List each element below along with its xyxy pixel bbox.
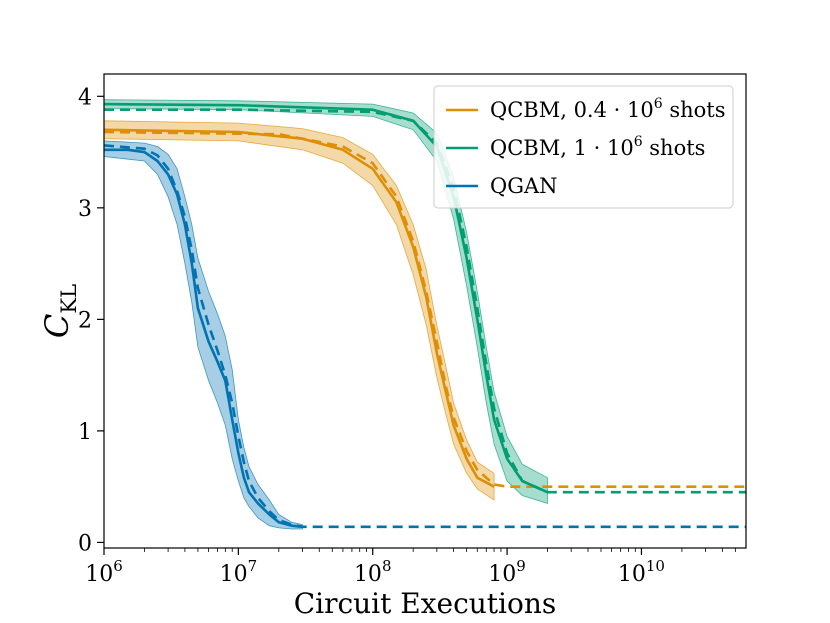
legend-label-qcbm04: QCBM, 0.4 · 106 shots — [490, 96, 725, 122]
x-tick-base: 10 — [85, 562, 113, 587]
x-tick-label: 106 — [85, 557, 123, 587]
y-tick-label: 2 — [78, 308, 92, 333]
x-tick-base: 10 — [220, 562, 248, 587]
qcbm04-band — [103, 120, 495, 501]
plot-frame — [103, 73, 747, 549]
x-tick-exp: 7 — [248, 557, 258, 575]
qcbm1-mean-line — [103, 102, 549, 494]
y-tick-label: 0 — [78, 531, 92, 556]
x-tick-exp: 10 — [646, 557, 665, 575]
x-tick-base: 10 — [618, 562, 646, 587]
x-tick-base: 10 — [354, 562, 382, 587]
x-tick-label: 107 — [220, 557, 258, 587]
qcbm04-fit-line — [103, 130, 746, 489]
y-axis-label-main: C — [38, 314, 76, 338]
qcbm04-mean-line — [103, 128, 495, 488]
y-axis-label-sub: KL — [57, 284, 81, 314]
x-tick-exp: 9 — [516, 557, 526, 575]
legend-label-qgan: QGAN — [490, 174, 558, 198]
qgan-band — [103, 140, 303, 530]
x-axis-ticks: 106 107 108 109 1010 — [85, 548, 736, 587]
y-axis-ticks: 0 1 2 3 4 — [78, 85, 104, 556]
y-tick-label: 4 — [78, 85, 92, 110]
y-tick-label: 3 — [78, 197, 92, 222]
series-lines — [103, 102, 746, 529]
qgan-mean-line — [104, 148, 303, 529]
y-axis-label: CKL — [38, 284, 81, 338]
x-tick-label: 108 — [354, 557, 392, 587]
legend-label-qcbm1: QCBM, 1 · 106 shots — [490, 134, 705, 160]
y-tick-label: 1 — [78, 420, 92, 445]
x-tick-base: 10 — [488, 562, 516, 587]
x-axis-label: Circuit Executions — [294, 587, 557, 620]
x-tick-exp: 8 — [382, 557, 392, 575]
x-tick-label: 1010 — [618, 557, 665, 587]
svg-text:CKL: CKL — [38, 284, 81, 338]
legend: QCBM, 0.4 · 106 shots QCBM, 1 · 106 shots… — [433, 85, 734, 209]
x-tick-exp: 6 — [113, 557, 123, 575]
qgan-fit-line — [103, 144, 746, 529]
legend-box — [433, 85, 734, 209]
x-tick-label: 109 — [488, 557, 526, 587]
qcbm1-fit-line — [104, 108, 746, 494]
